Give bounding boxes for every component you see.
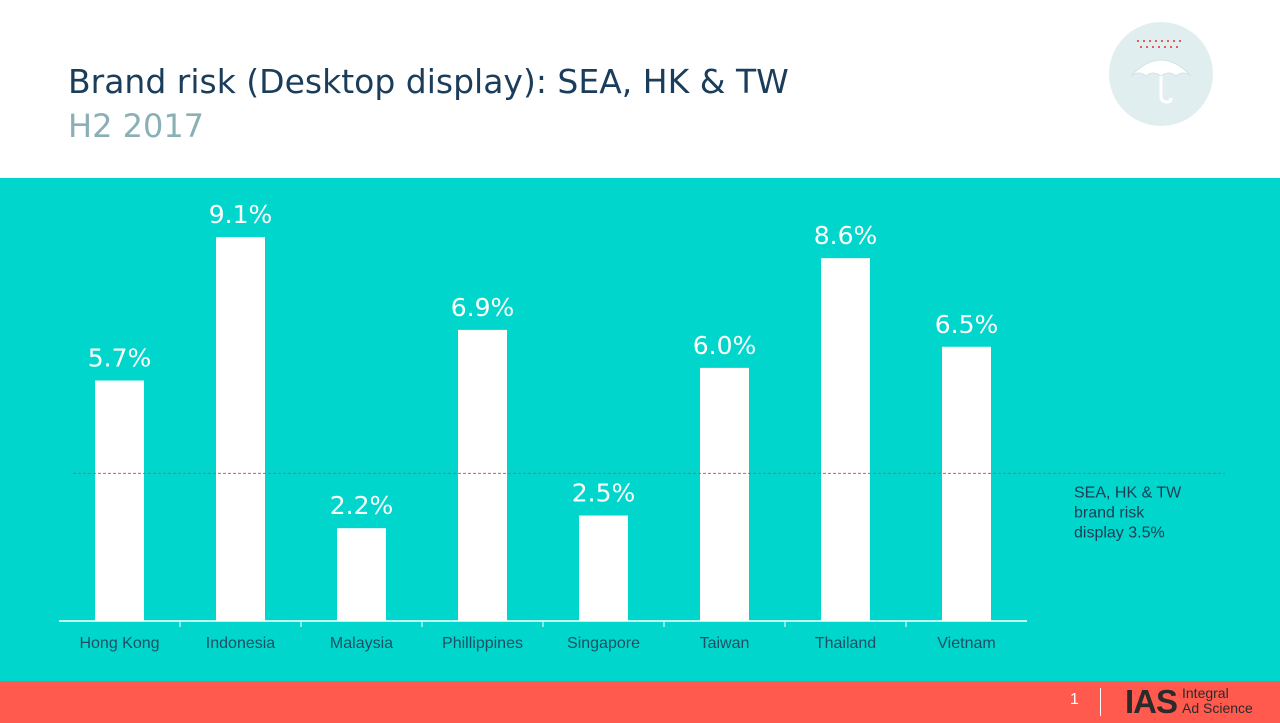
brand-name-line2: Ad Science [1182,700,1253,716]
page-subtitle: H2 2017 [68,107,205,145]
bar-thailand [821,258,870,621]
bar-data-label: 6.5% [935,310,999,339]
reference-line-label: brand risk [1074,504,1145,521]
bar-indonesia [216,237,265,622]
reference-line-label: SEA, HK & TW [1074,484,1182,501]
x-tick-label: Taiwan [700,635,750,652]
bar-data-label: 9.1% [209,200,273,229]
bar-phillippines [458,329,507,621]
bar-malaysia [337,528,386,621]
x-tick-label: Hong Kong [79,635,159,652]
bar-data-label: 2.2% [330,491,394,520]
footer-divider [1100,688,1101,716]
reference-line-label: display 3.5% [1074,524,1165,541]
bar-data-label: 8.6% [814,221,878,250]
bar-chart: 5.7% Hong Kong 9.1% Indonesia 2.2% Malaysia 6.… [59,200,1225,652]
x-tick-label: Phillippines [442,635,523,652]
bar-taiwan [700,367,749,621]
footer-bar: 1 IAS Integral Ad Science [0,681,1280,723]
x-tick-label: Indonesia [206,635,275,652]
x-tick-label: Singapore [567,635,640,652]
brand-name-line1: Integral [1182,685,1229,701]
bar-data-label: 5.7% [88,344,152,373]
umbrella-icon [1109,22,1213,126]
x-tick-label: Vietnam [937,635,995,652]
chart-panel: 5.7% Hong Kong 9.1% Indonesia 2.2% Malaysia 6.… [0,178,1280,681]
page-number: 1 [1070,691,1079,708]
x-tick-label: Thailand [815,635,876,652]
slide-header: Brand risk (Desktop display): SEA, HK & … [0,0,1280,178]
bar-data-label: 6.0% [693,331,757,360]
ias-logo-text: Integral Ad Science [1182,686,1253,716]
bar-singapore [579,515,628,621]
page-title: Brand risk (Desktop display): SEA, HK & … [68,62,789,101]
bar-data-label: 6.9% [451,293,515,322]
bar-vietnam [942,346,991,621]
ias-logo-mark: IAS [1125,683,1178,720]
bar-data-label: 2.5% [572,479,636,508]
bar-hong-kong [95,380,144,621]
x-tick-label: Malaysia [330,635,393,652]
